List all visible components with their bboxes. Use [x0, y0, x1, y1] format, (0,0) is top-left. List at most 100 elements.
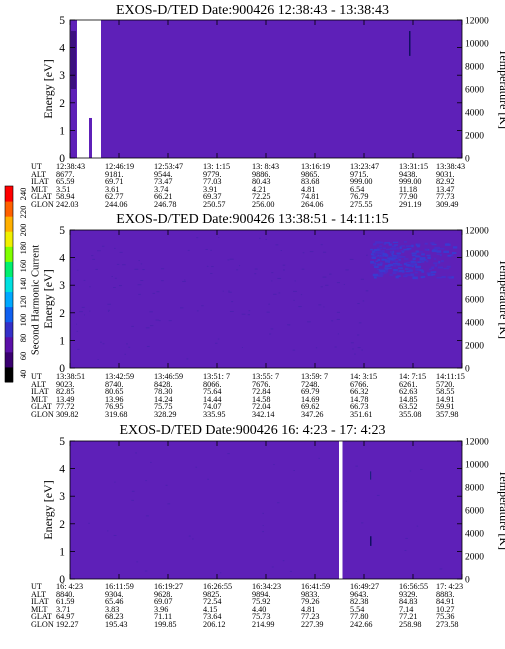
spectrogram-pixel [271, 280, 273, 282]
table-row-label: GLAT [31, 192, 52, 202]
spectrogram-pixel [322, 276, 327, 278]
y-tick-label: 1 [59, 125, 65, 137]
table-cell: 8066. [203, 379, 222, 389]
spectrogram-pixel [372, 243, 377, 246]
spectrogram-pixel [433, 262, 438, 264]
spectrogram-pixel [114, 277, 117, 279]
y-tick-label: 1 [59, 546, 65, 558]
spectrogram-pixel [379, 245, 383, 247]
spectrogram-pixel [254, 273, 257, 275]
table-cell: 3.71 [56, 604, 71, 614]
spectrogram-pixel [393, 264, 397, 267]
panel-3-title: EXOS-D/TED Date:900426 16: 4:23 - 17: 4:… [119, 423, 386, 438]
spectrogram-pixel [354, 353, 356, 355]
spectrogram-pixel [384, 271, 387, 274]
spectrogram-pixel [420, 276, 424, 279]
colorbar-swatch [5, 216, 13, 232]
table-cell: 4.81 [301, 604, 316, 614]
spectrogram-pixel [391, 245, 397, 248]
spectrogram-pixel [217, 338, 220, 340]
table-cell: 82.85 [56, 387, 75, 397]
spectrogram-pixel [349, 258, 354, 260]
colorbar-tick-label: 200 [18, 224, 28, 237]
spectrogram-pixel [444, 243, 451, 246]
spectrogram-pixel [231, 301, 234, 303]
table-cell: 77.72 [56, 402, 75, 412]
spectrogram-pixel [113, 286, 116, 288]
spectrogram-pixel [268, 303, 271, 305]
spectrogram-pixel [381, 249, 385, 252]
spectrogram-pixel [385, 248, 391, 251]
table-cell: 75.75 [154, 402, 173, 412]
spectrogram-pixel [168, 320, 172, 322]
table-cell: 58.55 [436, 387, 455, 397]
table-cell: 9715. [350, 169, 369, 179]
panel-1-spectrogram: 0 1 2 3 4 5 0 2000 4000 6000 8000 10000 12000 Energy … [41, 16, 505, 165]
spectrogram-pixel [128, 346, 131, 348]
spectrogram-pixel [280, 250, 282, 252]
spectrogram-pixel [426, 272, 431, 275]
table-cell: 59.91 [436, 402, 455, 412]
spectrogram-pixel [131, 499, 134, 501]
spectrogram-pixel [405, 270, 410, 273]
spectrogram-pixel [227, 453, 230, 455]
spectrogram-pixel [423, 259, 427, 261]
y-tick-label: 4 [59, 43, 65, 55]
spectrogram-pixel [91, 255, 94, 257]
spectrogram-pixel [283, 269, 285, 271]
spectrogram-pixel [371, 256, 376, 259]
y2-tick-label: 4000 [465, 319, 484, 329]
spectrogram-pixel [179, 307, 184, 309]
spectrogram-pixel [421, 253, 425, 256]
spectrogram-pixel [384, 259, 391, 263]
spectrogram-pixel [370, 248, 373, 251]
spectrogram-pixel [420, 469, 423, 471]
y-tick-label: 5 [59, 437, 65, 448]
table-row-label: GLAT [31, 402, 52, 412]
spectrogram-pixel [391, 247, 396, 250]
spectrogram-pixel [186, 358, 189, 360]
spectrogram-pixel [76, 269, 79, 271]
spectrogram-pixel [126, 343, 128, 345]
table-cell: 14.44 [203, 394, 222, 404]
table-cell: 72.84 [252, 387, 271, 397]
y-tick-label: 3 [59, 70, 65, 82]
table-cell: 75.92 [252, 597, 271, 607]
spectrogram-pixel [152, 292, 156, 294]
panel-3-orbit-table: UT 16: 4:23 16:11:59 16:19:27 16:26:55 16:34:… [0, 583, 505, 631]
table-cell: 72.25 [252, 192, 271, 202]
table-cell: 13.96 [105, 394, 124, 404]
table-cell: 84.91 [436, 597, 455, 607]
spectrogram-pixel [318, 304, 322, 306]
spectrogram-pixel [318, 457, 320, 459]
table-cell: 999.00 [399, 177, 422, 187]
table-row-label: ILAT [31, 177, 49, 187]
y-axis-label: Energy [eV] [41, 59, 55, 118]
spectrogram-pixel [292, 349, 296, 351]
spectrogram-pixel [410, 262, 415, 266]
spectrogram-pixel [377, 263, 383, 266]
spectrogram-pixel [352, 348, 354, 350]
table-row-label: UT [31, 372, 42, 381]
spectrogram-pixel [430, 271, 437, 274]
spectrogram-pixel [320, 286, 323, 288]
spectrogram-pixel [155, 319, 160, 321]
table-cell: 13.49 [56, 394, 75, 404]
spectrogram-pixel [92, 258, 96, 260]
table-cell: 17: 4:23 [436, 582, 464, 591]
table-cell: 7.14 [399, 604, 414, 614]
table-cell: 275.55 [350, 200, 373, 209]
table-cell: 351.61 [350, 410, 373, 419]
spectrogram-pixel [122, 264, 126, 266]
spectrogram-pixel [393, 269, 397, 272]
spectrogram-pixel [78, 311, 83, 313]
table-cell: 357.98 [436, 410, 459, 419]
spectrogram-pixel [355, 465, 358, 467]
table-cell: 77.21 [399, 612, 418, 622]
spectrogram-pixel [450, 253, 454, 257]
spectrogram-pixel [270, 328, 274, 330]
spectrogram-pixel [394, 260, 399, 263]
colorbar-tick-label: 220 [18, 206, 28, 219]
y-axis-label: Energy [eV] [41, 269, 55, 328]
colorbar-swatch [5, 186, 13, 202]
